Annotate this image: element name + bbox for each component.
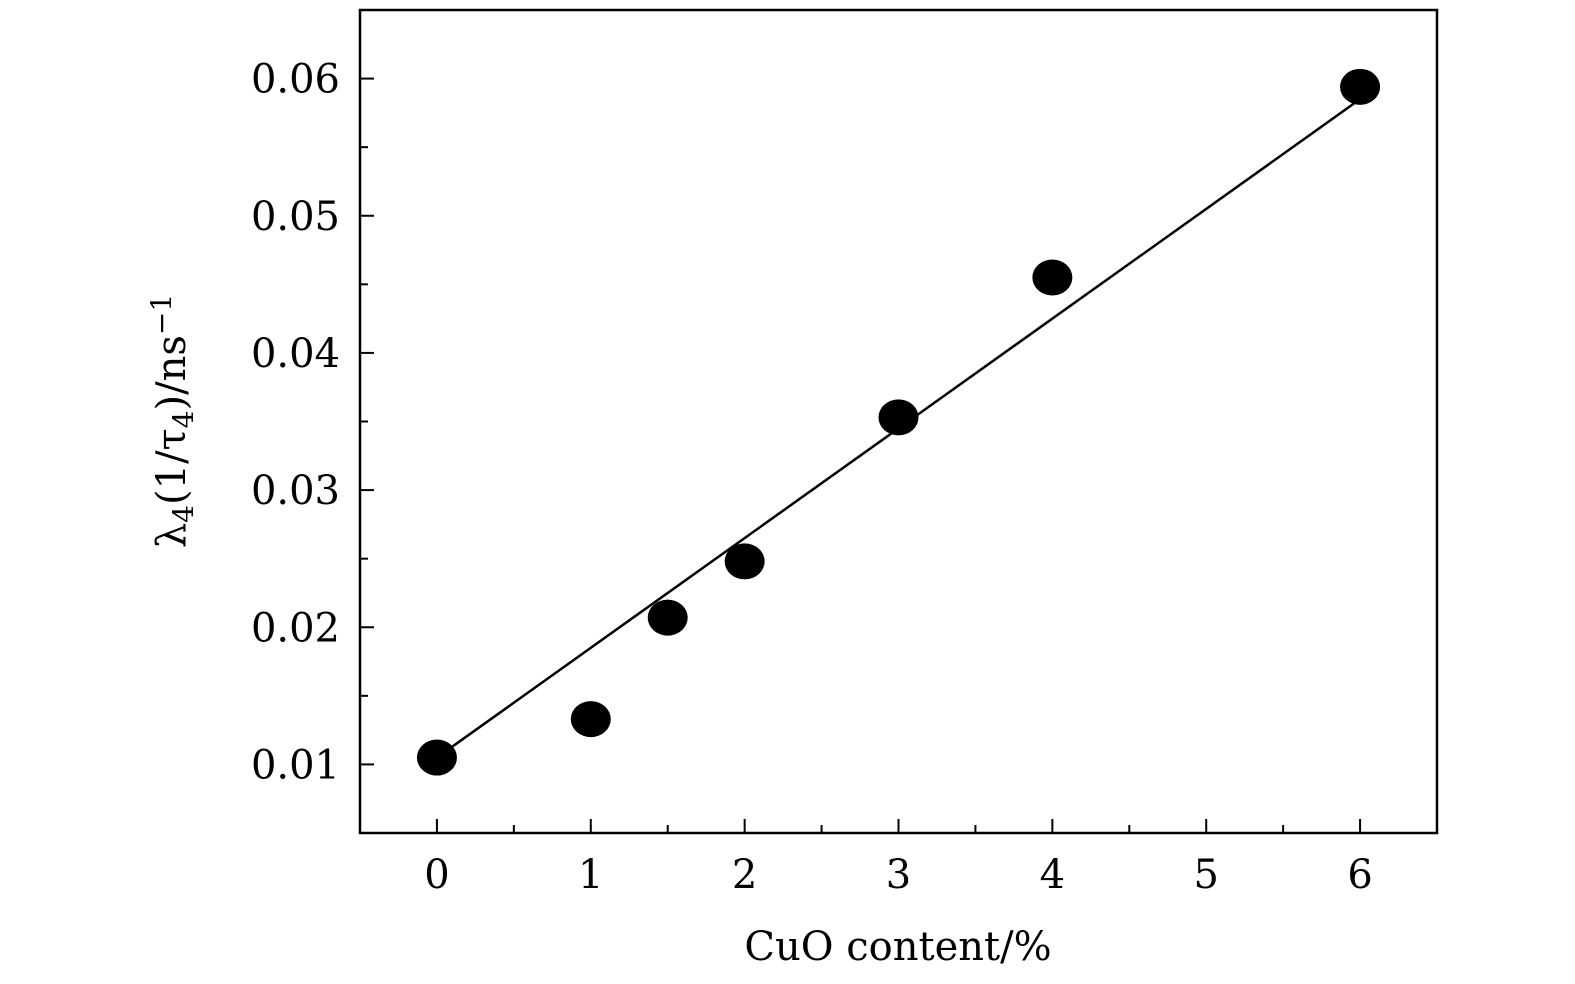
y-axis-label: λ4(1/τ4)/ns−1: [145, 294, 200, 548]
x-axis-label: CuO content/%: [744, 924, 1051, 970]
y-tick-label: 0.04: [251, 331, 340, 377]
data-points: [416, 68, 1381, 776]
x-tick-label: 3: [886, 852, 911, 898]
y-tick-label: 0.02: [251, 605, 340, 651]
y-axis-label-suffix-sup: −1: [145, 294, 178, 335]
y-axis-label-prefix-sub: 4: [167, 505, 200, 523]
y-tick-label: 0.01: [251, 742, 340, 788]
x-tick-label: 4: [1040, 852, 1065, 898]
y-tick-label: 0.05: [251, 194, 340, 240]
y-axis-label-suffix: )/ns: [149, 335, 195, 410]
data-point: [416, 739, 457, 776]
data-point: [647, 599, 688, 636]
data-point: [878, 399, 919, 436]
y-axis-label-middle: (1/τ: [149, 428, 195, 505]
y-tick-label: 0.03: [251, 468, 340, 514]
x-tick-label: 6: [1347, 852, 1372, 898]
x-tick-label: 0: [424, 852, 449, 898]
data-point: [570, 701, 611, 738]
major-ticks: [360, 77, 1362, 833]
y-axis-label-prefix: λ: [149, 523, 195, 548]
data-point: [1340, 68, 1381, 105]
data-point: [724, 543, 765, 580]
x-tick-label: 1: [578, 852, 603, 898]
x-tick-label: 5: [1193, 852, 1218, 898]
x-tick-labels: 0 1 2 3 4 5 6: [424, 852, 1373, 898]
x-tick-label: 2: [732, 852, 757, 898]
y-tick-labels: 0.01 0.02 0.03 0.04 0.05 0.06: [251, 57, 340, 789]
data-point: [1032, 259, 1073, 296]
y-axis-label-middle-sub: 4: [167, 410, 200, 428]
y-tick-label: 0.06: [251, 57, 340, 103]
minor-ticks: [360, 146, 1285, 833]
